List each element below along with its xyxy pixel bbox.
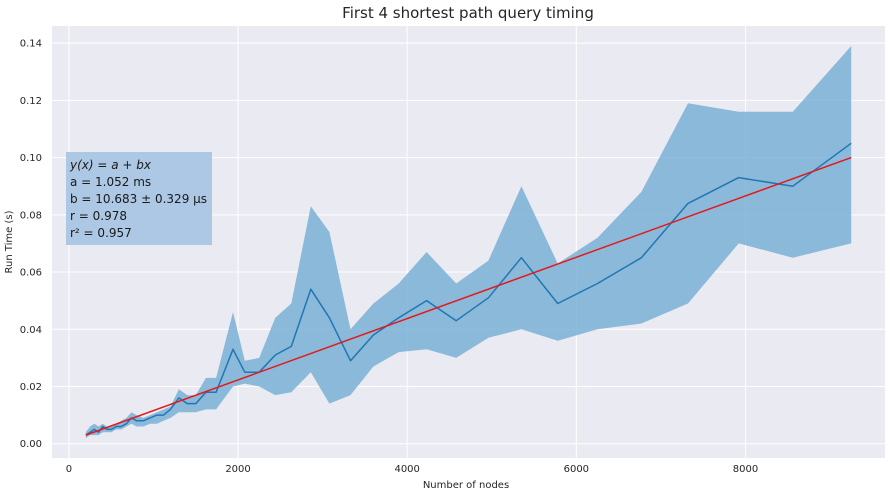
annotation-line: r = 0.978 <box>70 209 127 223</box>
linear-fit-line <box>85 156 852 436</box>
y-tick-label: 0.10 <box>20 153 42 164</box>
x-tick-label: 6000 <box>564 464 589 475</box>
annotation-line: r² = 0.957 <box>70 226 132 240</box>
x-tick-label: 8000 <box>733 464 758 475</box>
x-tick-label: 2000 <box>225 464 250 475</box>
y-tick-label: 0.04 <box>20 325 42 336</box>
annotation-line: y(x) = a + bx <box>69 158 152 172</box>
spread-band-area <box>85 46 852 438</box>
spread-band <box>85 46 852 438</box>
y-tick-label: 0.00 <box>20 439 42 450</box>
series-lines <box>85 142 852 436</box>
x-axis-label: Number of nodes <box>423 480 509 491</box>
y-tick-label: 0.02 <box>20 382 42 393</box>
y-tick-label: 0.14 <box>20 39 42 50</box>
mean-run-time-line <box>85 142 852 436</box>
annotation-box <box>66 152 212 245</box>
x-tick-label: 4000 <box>394 464 419 475</box>
y-tick-label: 0.06 <box>20 268 42 279</box>
axis-ticks: 0 2000 4000 6000 8000 0.00 0.02 0.04 0.06 0.08 0.1… <box>20 39 758 475</box>
fit-annotation: y(x) = a + bx a = 1.052 ms b = 10.683 ± 0.… <box>66 152 212 245</box>
annotation-line: a = 1.052 ms <box>70 175 151 189</box>
y-tick-label: 0.12 <box>20 96 42 107</box>
y-axis-label: Run Time (s) <box>4 210 15 273</box>
x-tick-label: 0 <box>66 464 72 475</box>
y-tick-label: 0.08 <box>20 210 42 221</box>
chart-title: First 4 shortest path query timing <box>342 4 594 22</box>
annotation-line: b = 10.683 ± 0.329 μs <box>70 192 207 206</box>
